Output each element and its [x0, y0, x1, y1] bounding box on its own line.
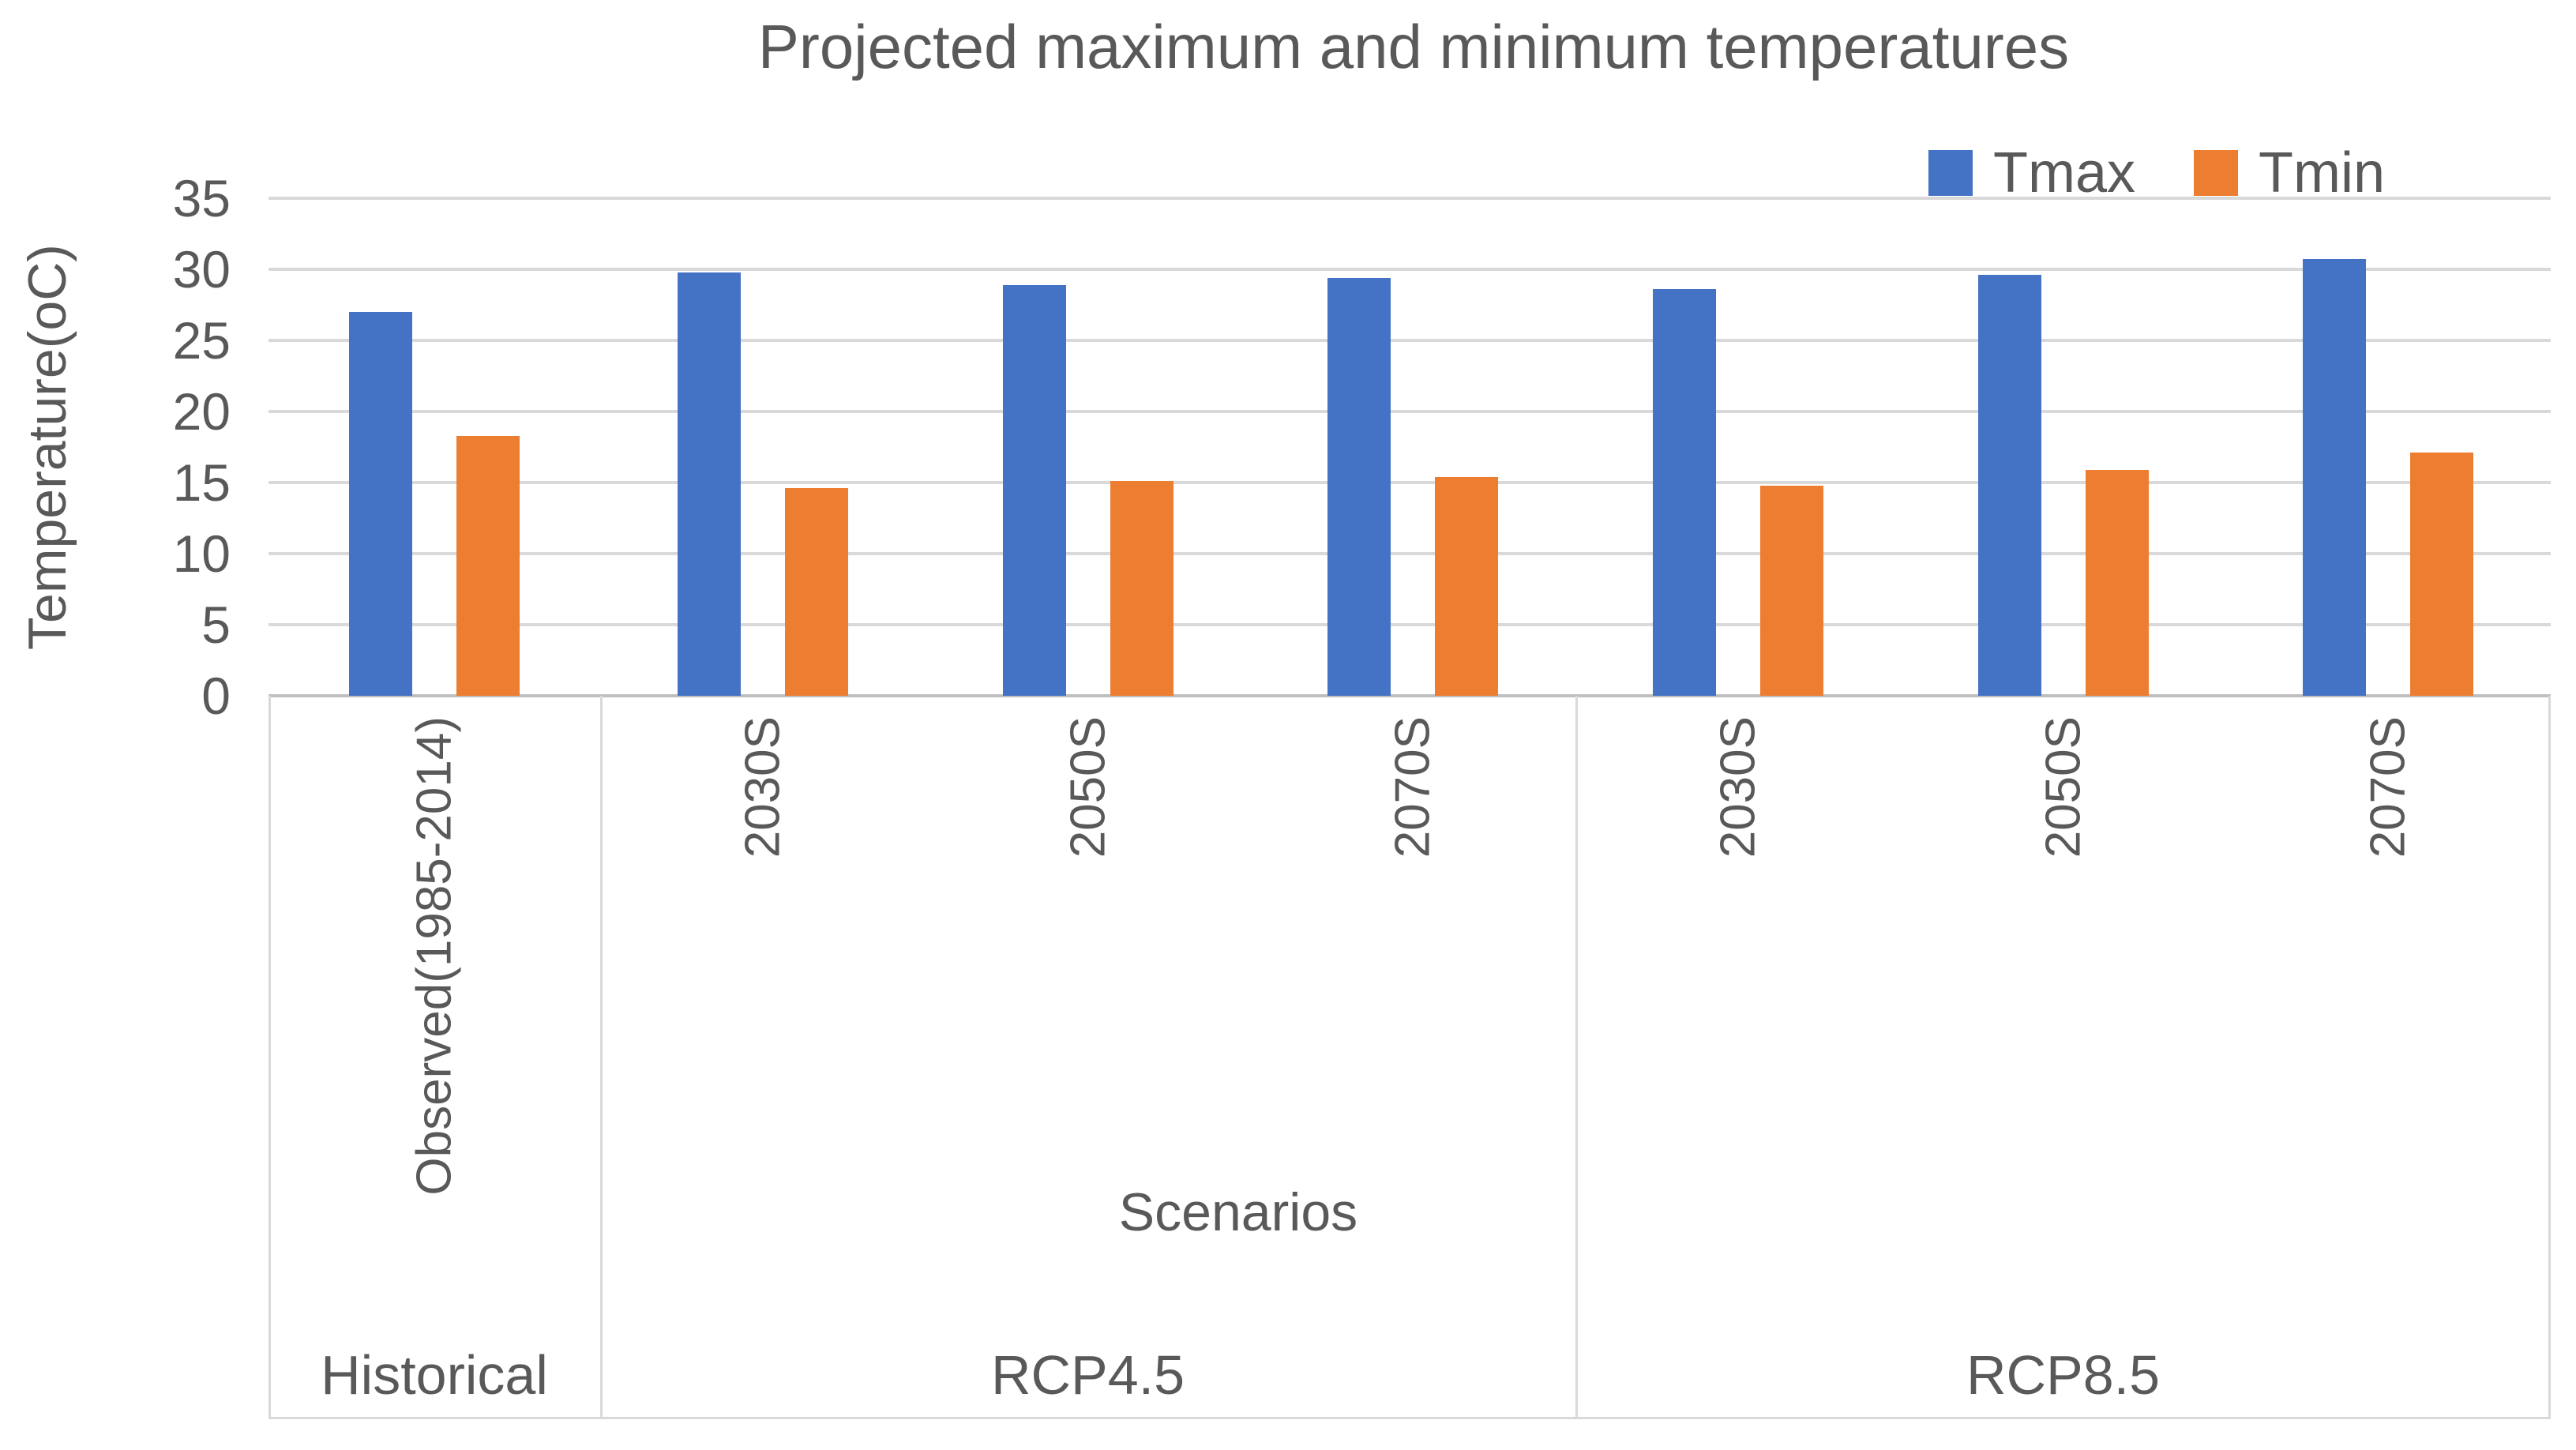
- chart-title: Projected maximum and minimum temperatur…: [757, 12, 2070, 81]
- category-label: 2050S: [1061, 716, 1115, 858]
- y-tick-label: 30: [172, 240, 231, 299]
- gridline: [268, 410, 2551, 413]
- column-separator: [600, 696, 603, 1419]
- gridline: [268, 481, 2551, 484]
- bar-tmax-4: [1652, 289, 1716, 696]
- category-label: 2030S: [1710, 716, 1766, 858]
- bar-tmax-2: [1002, 285, 1066, 696]
- category-label: 2070S: [2360, 716, 2416, 858]
- bar-tmax-0: [349, 312, 412, 696]
- x-label-bottom-border: [268, 1417, 2551, 1419]
- category-label: 2030S: [735, 716, 790, 858]
- bar-tmax-5: [1977, 275, 2041, 696]
- x-label-area: Scenarios Observed(1985-2014) 2030S 2050S 2…: [268, 696, 2551, 1419]
- section-label-rcp4.5: RCP4.5: [990, 1344, 1185, 1406]
- bar-tmin-2: [1110, 481, 1173, 696]
- legend-swatch-icon: [1928, 150, 1973, 196]
- legend-item-tmin: Tmin: [2194, 141, 2385, 205]
- y-tick-label: 15: [172, 453, 231, 512]
- column-separator: [2548, 696, 2551, 1419]
- bar-tmin-1: [784, 488, 848, 696]
- column-separator: [1575, 696, 1578, 1419]
- category-label: 2050S: [2036, 716, 2090, 858]
- x-axis-line: [268, 694, 2551, 697]
- legend: Tmax Tmin: [1928, 141, 2385, 205]
- category-label: 2070S: [1385, 716, 1440, 858]
- bar-tmax-1: [677, 272, 741, 696]
- gridline: [268, 268, 2551, 271]
- legend-item-tmax: Tmax: [1928, 141, 2135, 205]
- section-label-historical: Historical: [321, 1344, 548, 1406]
- gridline: [268, 623, 2551, 626]
- y-tick-label: 10: [172, 524, 231, 583]
- bar-tmin-0: [456, 436, 520, 696]
- y-tick-label: 5: [201, 595, 231, 654]
- column-separator: [268, 696, 271, 1419]
- bar-tmax-3: [1327, 278, 1391, 696]
- bar-tmax-6: [2303, 259, 2367, 696]
- gridline: [268, 552, 2551, 555]
- legend-label: Tmin: [2259, 141, 2385, 205]
- legend-label: Tmax: [1993, 141, 2135, 205]
- y-tick-label: 35: [172, 169, 231, 227]
- x-axis-title: Scenarios: [1118, 1182, 1358, 1242]
- bar-tmin-5: [2085, 470, 2149, 696]
- y-tick-label: 0: [201, 667, 231, 725]
- bar-tmin-3: [1435, 477, 1499, 696]
- category-label: Observed(1985-2014): [407, 716, 462, 1196]
- gridline: [268, 339, 2551, 342]
- y-tick-label: 25: [172, 311, 231, 370]
- section-label-rcp8.5: RCP8.5: [1966, 1344, 2161, 1406]
- gridline: [268, 197, 2551, 200]
- bar-tmin-4: [1759, 486, 1823, 696]
- plot-area: [268, 197, 2551, 697]
- y-tick-label: 20: [172, 382, 231, 441]
- legend-swatch-icon: [2194, 150, 2238, 196]
- bar-tmin-6: [2410, 453, 2474, 696]
